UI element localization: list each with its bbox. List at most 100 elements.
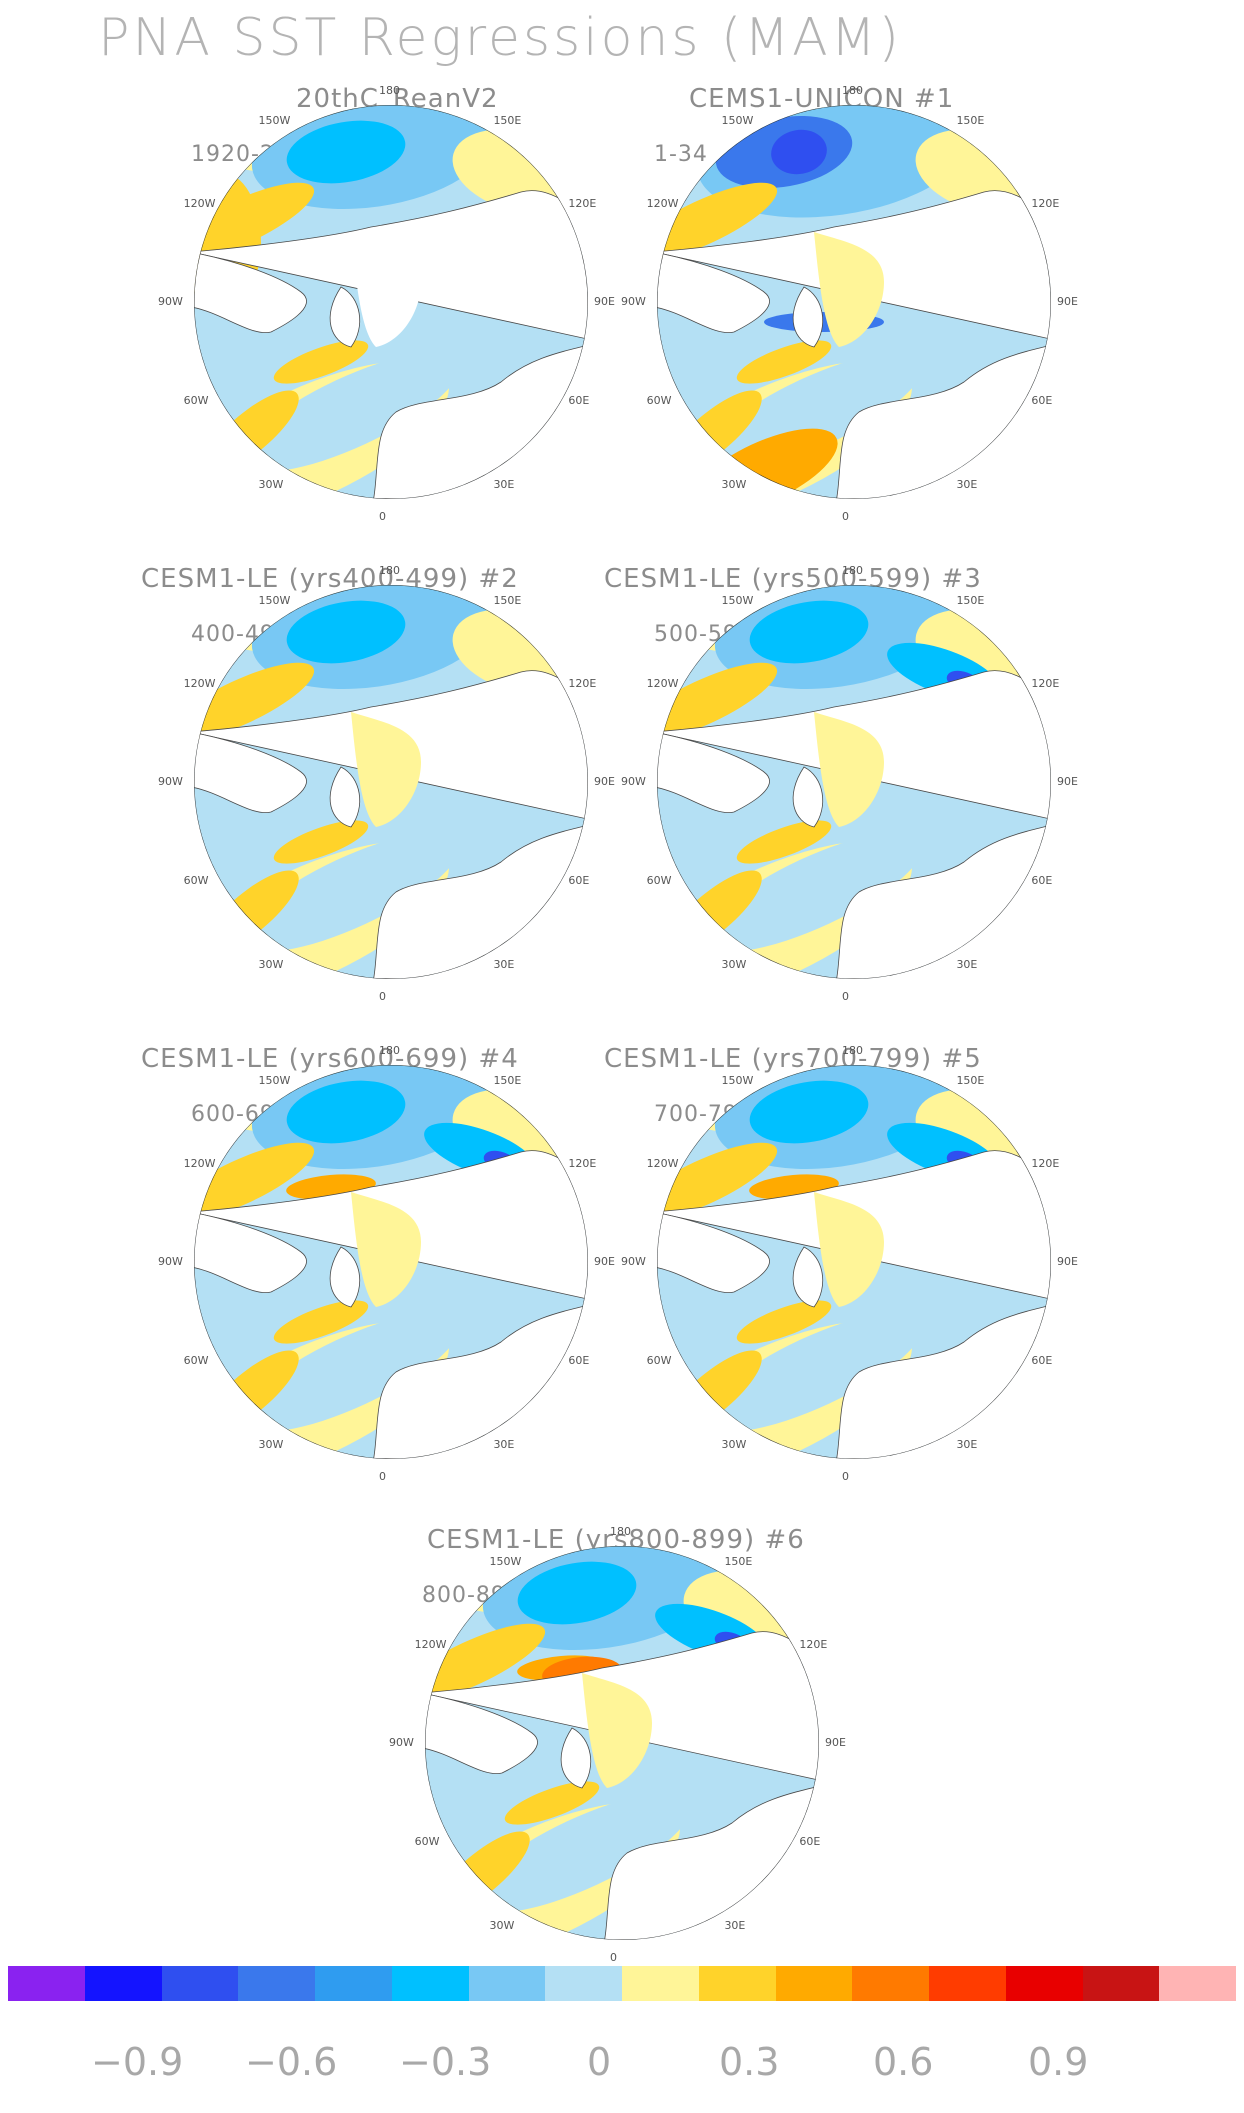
north-america-land <box>425 1692 538 1775</box>
lon-label-l: 90W <box>158 775 183 788</box>
lon-label-u1: 120W <box>414 1637 447 1651</box>
lon-label-u2: 120E <box>568 676 597 690</box>
gulf-stream-warm <box>504 1781 600 1825</box>
lon-label-ur: 150E <box>724 1554 753 1568</box>
lon-label-lr: 60E <box>1031 873 1053 887</box>
lon-label-ur: 150E <box>956 593 985 607</box>
lon-label-u1: 120W <box>183 676 216 690</box>
lon-label-ul: 150W <box>721 593 754 607</box>
lon-label-r: 90E <box>1057 295 1078 308</box>
arctic-ocean <box>351 1192 421 1307</box>
lon-label-bottom: 0 <box>379 1470 386 1483</box>
panel-title: CESM1-LE (yrs700-799) #5 <box>604 1044 982 1074</box>
arctic-ocean <box>351 232 421 347</box>
lon-label-l: 90W <box>621 775 646 788</box>
gulf-stream-warm <box>273 1300 369 1344</box>
north-america-land <box>194 1211 307 1294</box>
greenland-land <box>792 286 823 348</box>
lon-label-u2: 120E <box>1031 196 1060 210</box>
lon-label-bl: 30W <box>721 1438 747 1452</box>
colorbar-tick-label: −0.6 <box>245 2040 338 2084</box>
lon-label-top: 180 <box>610 1525 631 1538</box>
colorbar-swatch <box>8 1966 85 2001</box>
arctic-ocean <box>814 712 884 827</box>
atlantic-cold-band <box>472 1793 692 1913</box>
lon-label-lr: 60E <box>568 393 590 407</box>
lon-label-u2: 120E <box>1031 1156 1060 1170</box>
lon-label-ll: 60W <box>183 393 209 407</box>
colorbar <box>8 1966 1236 2001</box>
polar-map <box>657 1065 1051 1459</box>
gulf-stream-warm <box>736 1300 832 1344</box>
colorbar-swatch <box>622 1966 699 2001</box>
atlantic-cold-band <box>704 832 924 952</box>
lon-label-ul: 150W <box>258 1073 291 1087</box>
lon-label-bottom: 0 <box>842 990 849 1003</box>
lon-label-ul: 150W <box>721 1073 754 1087</box>
colorbar-swatch <box>468 1966 546 2001</box>
lon-label-ll: 60W <box>646 873 672 887</box>
lon-label-ul: 150W <box>258 113 291 127</box>
lon-label-l: 90W <box>158 1255 183 1268</box>
north-america-land <box>657 731 770 814</box>
lon-label-bottom: 0 <box>842 510 849 523</box>
colorbar-swatch <box>161 1966 239 2001</box>
northeast-pacific-warm <box>657 182 778 262</box>
colorbar-swatch <box>391 1966 469 2001</box>
lon-label-ul: 150W <box>258 593 291 607</box>
pacific-cold-core <box>749 1080 869 1144</box>
lon-label-u1: 120W <box>646 1156 679 1170</box>
lon-label-ur: 150E <box>493 113 522 127</box>
lon-label-u2: 120E <box>568 1156 597 1170</box>
colorbar-swatch <box>852 1966 929 2001</box>
eurasia-africa-land <box>657 190 1051 499</box>
colorbar-swatch <box>315 1966 392 2001</box>
atlantic-cold-band <box>241 352 461 472</box>
lon-label-ll: 60W <box>183 1353 209 1367</box>
polar-map <box>657 585 1051 979</box>
lon-label-top: 180 <box>379 84 400 97</box>
polar-map <box>657 105 1051 499</box>
lon-label-top: 180 <box>842 1044 863 1057</box>
lon-label-bottom: 0 <box>842 1470 849 1483</box>
colorbar-swatch <box>1005 1966 1083 2001</box>
lon-label-ul: 150W <box>721 113 754 127</box>
lon-label-bottom: 0 <box>610 1951 617 1964</box>
greenland-land <box>329 286 360 348</box>
eurasia-africa-land <box>194 670 588 979</box>
lon-label-u2: 120E <box>568 196 597 210</box>
northeast-pacific-warm <box>194 1142 315 1222</box>
lon-label-r: 90E <box>1057 1255 1078 1268</box>
lon-label-ur: 150E <box>956 113 985 127</box>
colorbar-swatch <box>84 1966 162 2001</box>
pacific-cold-core <box>286 600 406 664</box>
lon-label-top: 180 <box>842 84 863 97</box>
atlantic-cold-band <box>241 832 461 952</box>
gulf-stream-warm <box>273 820 369 864</box>
lon-label-ll: 60W <box>414 1834 440 1848</box>
lon-label-bottom: 0 <box>379 990 386 1003</box>
lon-label-u2: 120E <box>799 1637 828 1651</box>
polar-map <box>194 1065 588 1459</box>
lon-label-ul: 150W <box>489 1554 522 1568</box>
greenland-land <box>329 1246 360 1308</box>
northeast-pacific-warm <box>425 1623 546 1703</box>
lon-label-ur: 150E <box>956 1073 985 1087</box>
colorbar-tick-label: 0.3 <box>719 2040 780 2084</box>
lon-label-u1: 120W <box>646 676 679 690</box>
eurasia-africa-land <box>194 190 588 499</box>
colorbar-swatch <box>698 1966 776 2001</box>
colorbar-tick-label: −0.3 <box>399 2040 492 2084</box>
lon-label-bottom: 0 <box>379 510 386 523</box>
colorbar-swatch <box>1159 1966 1236 2001</box>
lon-label-r: 90E <box>825 1736 846 1749</box>
eurasia-africa-land <box>657 1150 1051 1459</box>
northeast-pacific-warm <box>657 1142 778 1222</box>
lon-label-ll: 60W <box>646 393 672 407</box>
lon-label-lr: 60E <box>1031 393 1053 407</box>
atlantic-cold-band <box>704 1312 924 1432</box>
eurasia-africa-land <box>425 1631 819 1940</box>
lon-label-lr: 60E <box>1031 1353 1053 1367</box>
lon-label-lr: 60E <box>568 873 590 887</box>
lon-label-l: 90W <box>158 295 183 308</box>
